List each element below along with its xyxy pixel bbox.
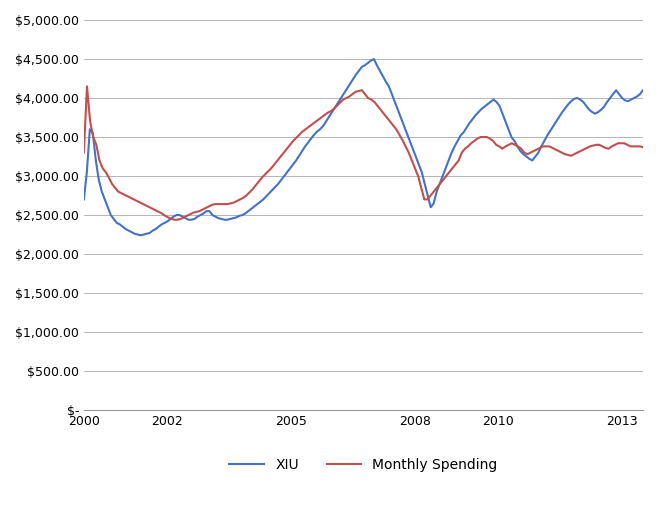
XIU [253, 201, 261, 207]
Monthly Spending [149, 206, 157, 212]
Monthly Spending [626, 143, 634, 150]
XIU [137, 232, 145, 238]
XIU [268, 187, 276, 193]
XIU [639, 87, 647, 93]
Monthly Spending [92, 142, 100, 148]
Line: XIU: XIU [84, 59, 643, 235]
Monthly Spending [80, 150, 88, 156]
Monthly Spending [639, 144, 647, 150]
XIU [80, 196, 88, 203]
Monthly Spending [583, 145, 591, 151]
Line: Monthly Spending: Monthly Spending [84, 86, 643, 219]
XIU [370, 56, 378, 62]
XIU [286, 165, 294, 171]
Monthly Spending [299, 129, 307, 135]
XIU [627, 97, 635, 103]
Legend: XIU, Monthly Spending: XIU, Monthly Spending [224, 452, 503, 477]
Monthly Spending [202, 205, 210, 211]
XIU [83, 169, 91, 175]
Monthly Spending [83, 83, 91, 89]
XIU [139, 232, 147, 238]
Monthly Spending [170, 216, 178, 223]
